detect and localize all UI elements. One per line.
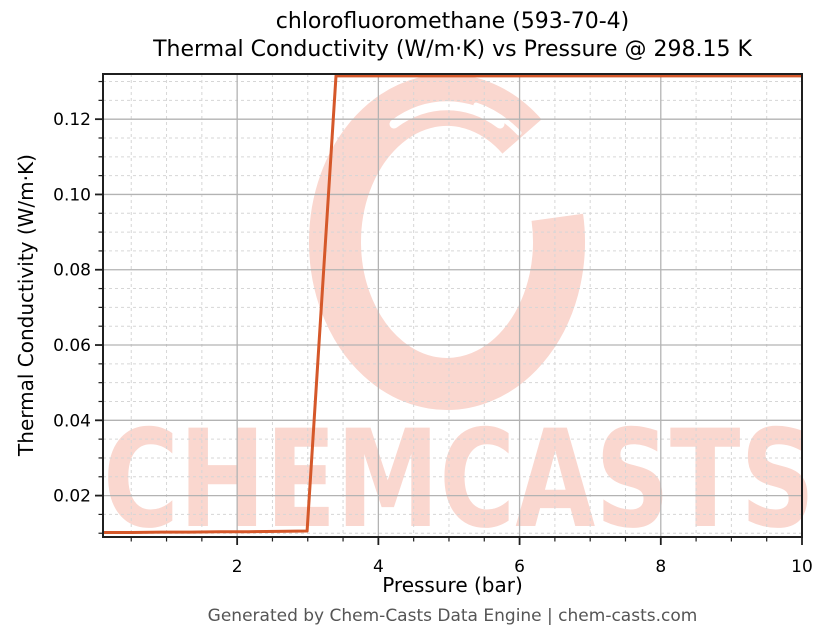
- x-axis-label: Pressure (bar): [382, 573, 523, 597]
- x-tick-label: 8: [655, 557, 666, 577]
- data-line: [103, 74, 802, 534]
- plot-border: [102, 73, 803, 538]
- y-tick-label: 0.04: [53, 411, 91, 431]
- chart-title-line1: chlorofluoromethane (593-70-4): [275, 9, 630, 34]
- y-tick-label: 0.10: [53, 185, 91, 205]
- logo-highlight-swoosh: [389, 101, 505, 129]
- y-tick-label: 0.12: [53, 110, 91, 130]
- axis-ticks: [95, 80, 803, 545]
- chart-title-line2: Thermal Conductivity (W/m·K) vs Pressure…: [153, 37, 752, 62]
- y-tick-label: 0.06: [53, 336, 91, 356]
- chemcasts-logo-watermark-icon: [309, 74, 585, 410]
- y-tick-label: 0.02: [53, 487, 91, 507]
- grid-major: [103, 74, 803, 537]
- x-tick-label: 2: [232, 557, 243, 577]
- footer-credit: Generated by Chem-Casts Data Engine | ch…: [207, 606, 698, 626]
- y-tick-label: 0.08: [53, 261, 91, 281]
- logo-crescent-stroke: [309, 74, 585, 410]
- y-tick-labels: 0.02 0.04 0.06 0.08 0.10 0.12: [53, 110, 91, 506]
- watermark-text: CHEMCASTS: [103, 401, 815, 558]
- x-tick-label: 10: [791, 557, 813, 577]
- grid-minor: [103, 74, 802, 537]
- x-tick-labels: 2 4 6 8 10: [232, 557, 813, 577]
- logo-highlight-swoosh-small: [473, 102, 522, 136]
- x-tick-label: 6: [514, 557, 525, 577]
- x-tick-label: 4: [373, 557, 384, 577]
- y-axis-label: Thermal Conductivity (W/m·K): [14, 154, 38, 456]
